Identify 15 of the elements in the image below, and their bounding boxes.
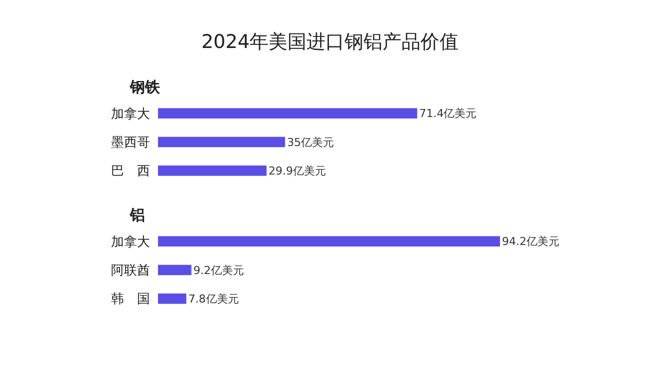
data-label: 9.2亿美元 [193,264,244,277]
data-label: 7.8亿美元 [188,292,239,306]
y-tick-label: 阿联酋 [111,264,150,279]
y-tick-label: 加拿大 [111,234,150,250]
y-tick-label: 巴 西 [111,164,150,180]
chart-subtitle: 钢铁 [129,78,161,96]
data-label: 29.9亿美元 [268,164,326,178]
chart-title: 2024年美国进口钢铝产品价值 [201,31,459,53]
data-label: 71.4亿美元 [419,107,477,120]
data-label: 94.2亿美元 [502,235,560,248]
data-label: 35亿美元 [287,136,334,149]
y-tick-label: 加拿大 [111,106,150,122]
chart-subtitle: 铝 [129,206,145,224]
y-tick-label: 韩 国 [111,292,150,308]
y-tick-label: 墨西哥 [111,136,150,151]
